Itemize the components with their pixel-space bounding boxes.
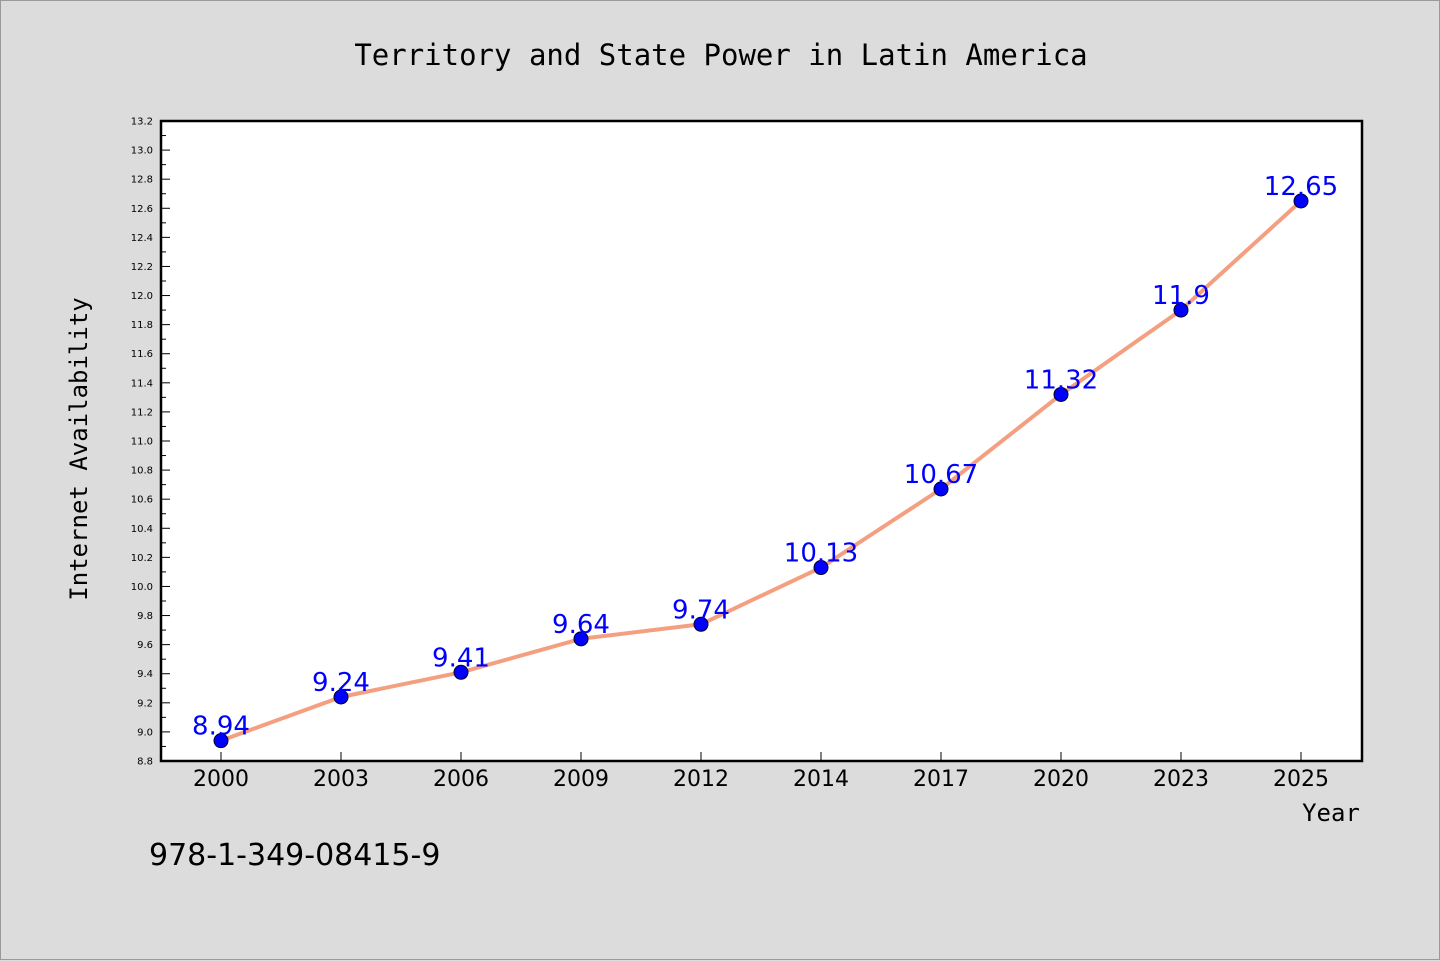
y-tick-label: 9.8 <box>137 611 153 622</box>
data-point <box>333 689 349 705</box>
y-tick-label: 10.6 <box>131 495 153 506</box>
y-tick-label: 11.0 <box>131 437 153 448</box>
y-tick-label: 11.2 <box>131 407 153 418</box>
y-tick-label: 13.2 <box>131 117 153 128</box>
data-label: 10.67 <box>904 460 978 490</box>
y-tick-label: 12.0 <box>131 291 153 302</box>
data-label: 10.13 <box>784 539 858 569</box>
x-tick-label: 2003 <box>313 767 369 792</box>
y-tick-label: 9.4 <box>137 669 153 680</box>
x-tick-label: 2023 <box>1153 767 1209 792</box>
data-point <box>813 560 829 576</box>
y-tick-label: 10.2 <box>131 553 153 564</box>
x-tick-label: 2009 <box>553 767 609 792</box>
y-axis-label: Internet Availability <box>65 297 93 600</box>
y-tick-label: 10.4 <box>131 524 153 535</box>
data-label: 9.24 <box>312 668 370 698</box>
x-axis-label: Year <box>1302 799 1360 827</box>
data-label: 9.64 <box>552 610 610 640</box>
data-point <box>213 733 229 749</box>
y-tick-label: 12.4 <box>131 233 153 244</box>
data-label: 9.74 <box>672 595 730 625</box>
y-tick-label: 10.8 <box>131 466 153 477</box>
y-tick-label: 11.6 <box>131 349 153 360</box>
y-tick-label: 8.8 <box>137 757 153 768</box>
y-tick-label: 9.6 <box>137 640 153 651</box>
data-labels-layer: 8.94 9.24 9.41 9.64 9.74 10.13 10.67 11.32 11.9 1… <box>192 172 1338 742</box>
y-tick-label: 11.4 <box>131 378 153 389</box>
data-label: 9.41 <box>432 643 490 673</box>
x-tick-label: 2000 <box>193 767 249 792</box>
chart-title: Territory and State Power in Latin Ameri… <box>354 38 1087 72</box>
x-tick-label: 2017 <box>913 767 969 792</box>
y-axis-ticks: 8.8 9.0 9.2 9.4 9.6 9.8 10.0 10.2 10.4 10.6 10.8 11… <box>131 117 170 768</box>
series-layer <box>213 193 1309 749</box>
y-tick-label: 12.8 <box>131 175 153 186</box>
x-tick-label: 2012 <box>673 767 729 792</box>
data-point <box>453 664 469 680</box>
data-point <box>933 481 949 497</box>
data-label: 12.65 <box>1264 172 1338 202</box>
data-point <box>573 631 589 647</box>
plot-area <box>159 119 1364 763</box>
data-label: 8.94 <box>192 712 250 742</box>
x-tick-label: 2006 <box>433 767 489 792</box>
isbn-text: 978-1-349-08415-9 <box>149 838 440 873</box>
data-point <box>1293 193 1309 209</box>
y-tick-label: 9.0 <box>137 727 153 738</box>
data-point <box>1053 386 1069 402</box>
y-tick-label: 11.8 <box>131 320 153 331</box>
y-tick-label: 12.2 <box>131 262 153 273</box>
data-point <box>1173 302 1189 318</box>
data-label: 11.32 <box>1024 365 1098 395</box>
y-tick-label: 9.2 <box>137 698 153 709</box>
x-axis-ticks: 2000 2003 2006 2009 2012 2014 2017 2020 2023 2025 <box>193 752 1329 792</box>
y-tick-label: 10.0 <box>131 582 153 593</box>
x-tick-label: 2014 <box>793 767 849 792</box>
x-tick-label: 2020 <box>1033 767 1089 792</box>
series-line <box>219 199 1303 743</box>
data-point <box>693 616 709 632</box>
data-label: 11.9 <box>1152 281 1210 311</box>
y-tick-label: 13.0 <box>131 146 153 157</box>
x-tick-label: 2025 <box>1273 767 1329 792</box>
y-tick-label: 12.6 <box>131 204 153 215</box>
